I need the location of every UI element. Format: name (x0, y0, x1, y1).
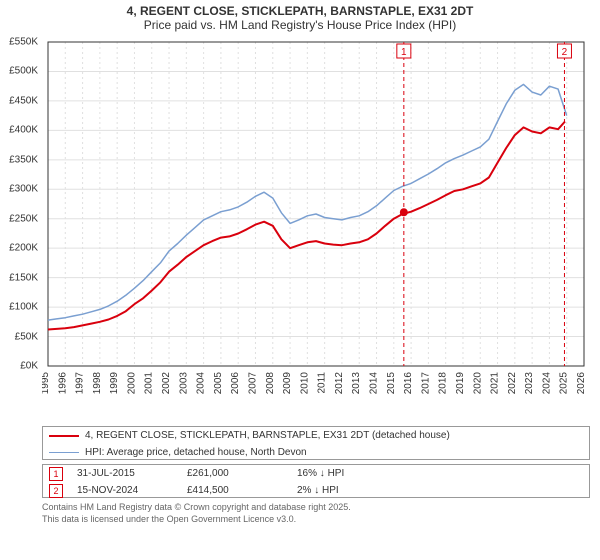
footer: Contains HM Land Registry data © Crown c… (42, 502, 351, 525)
svg-text:2023: 2023 (524, 372, 535, 394)
y-tick-label: £350K (9, 154, 42, 165)
svg-text:2006: 2006 (230, 372, 241, 394)
y-tick-label: £250K (9, 213, 42, 224)
y-tick-label: £50K (15, 331, 42, 342)
y-tick-label: £400K (9, 125, 42, 136)
y-tick-label: £500K (9, 66, 42, 77)
svg-text:2010: 2010 (299, 372, 310, 394)
svg-text:2005: 2005 (213, 372, 224, 394)
svg-text:2017: 2017 (420, 372, 431, 394)
svg-text:2000: 2000 (126, 372, 137, 394)
svg-text:1997: 1997 (75, 372, 86, 394)
svg-text:2007: 2007 (247, 372, 258, 394)
y-tick-label: £100K (9, 302, 42, 313)
svg-text:2016: 2016 (403, 372, 414, 394)
title-line2: Price paid vs. HM Land Registry's House … (0, 18, 600, 32)
svg-text:2002: 2002 (161, 372, 172, 394)
svg-text:2: 2 (562, 47, 568, 58)
y-tick-label: £300K (9, 184, 42, 195)
legend: 4, REGENT CLOSE, STICKLEPATH, BARNSTAPLE… (42, 426, 590, 460)
svg-text:2026: 2026 (576, 372, 587, 394)
legend-label-price: 4, REGENT CLOSE, STICKLEPATH, BARNSTAPLE… (85, 430, 450, 441)
marker-price-1: £261,000 (187, 468, 297, 479)
svg-text:2025: 2025 (559, 372, 570, 394)
svg-text:1995: 1995 (42, 372, 51, 394)
y-tick-label: £200K (9, 243, 42, 254)
y-tick-label: £150K (9, 272, 42, 283)
svg-text:2014: 2014 (369, 372, 380, 394)
marker-price-2: £414,500 (187, 485, 297, 496)
svg-text:2001: 2001 (144, 372, 155, 394)
title-line1: 4, REGENT CLOSE, STICKLEPATH, BARNSTAPLE… (0, 4, 600, 18)
marker-date-1: 31-JUL-2015 (77, 468, 187, 479)
svg-text:2015: 2015 (386, 372, 397, 394)
legend-swatch-hpi (49, 452, 79, 453)
svg-text:2008: 2008 (265, 372, 276, 394)
svg-text:2020: 2020 (472, 372, 483, 394)
marker-table: 1 31-JUL-2015 £261,000 16% ↓ HPI 2 15-NO… (42, 464, 590, 498)
svg-text:1: 1 (401, 47, 407, 58)
legend-item-hpi: HPI: Average price, detached house, Nort… (43, 444, 589, 461)
marker-delta-2: 2% ↓ HPI (297, 485, 407, 496)
svg-text:2021: 2021 (490, 372, 501, 394)
svg-text:2003: 2003 (178, 372, 189, 394)
marker-row-1: 1 31-JUL-2015 £261,000 16% ↓ HPI (43, 465, 589, 482)
y-tick-label: £0K (20, 361, 42, 372)
svg-text:2019: 2019 (455, 372, 466, 394)
legend-label-hpi: HPI: Average price, detached house, Nort… (85, 447, 307, 458)
svg-text:2009: 2009 (282, 372, 293, 394)
marker-date-2: 15-NOV-2024 (77, 485, 187, 496)
svg-text:1999: 1999 (109, 372, 120, 394)
svg-text:2013: 2013 (351, 372, 362, 394)
svg-text:2018: 2018 (438, 372, 449, 394)
legend-item-price: 4, REGENT CLOSE, STICKLEPATH, BARNSTAPLE… (43, 427, 589, 444)
marker-badge-2: 2 (49, 484, 63, 498)
legend-swatch-price (49, 435, 79, 437)
marker-badge-1: 1 (49, 467, 63, 481)
marker-delta-1: 16% ↓ HPI (297, 468, 407, 479)
svg-text:1996: 1996 (57, 372, 68, 394)
svg-text:1998: 1998 (92, 372, 103, 394)
svg-text:2022: 2022 (507, 372, 518, 394)
chart: 1 2 1995 1996 1997 1998 1999 2000 2001 2002 2003 20… (42, 38, 590, 394)
chart-svg: 1 2 1995 1996 1997 1998 1999 2000 2001 2002 2003 20… (42, 38, 590, 394)
marker-row-2: 2 15-NOV-2024 £414,500 2% ↓ HPI (43, 482, 589, 499)
svg-text:2012: 2012 (334, 372, 345, 394)
y-tick-label: £550K (9, 37, 42, 48)
y-tick-label: £450K (9, 95, 42, 106)
svg-text:2004: 2004 (196, 372, 207, 394)
svg-text:2011: 2011 (317, 372, 328, 394)
footer-line2: This data is licensed under the Open Gov… (42, 514, 351, 526)
footer-line1: Contains HM Land Registry data © Crown c… (42, 502, 351, 514)
svg-text:2024: 2024 (541, 372, 552, 394)
